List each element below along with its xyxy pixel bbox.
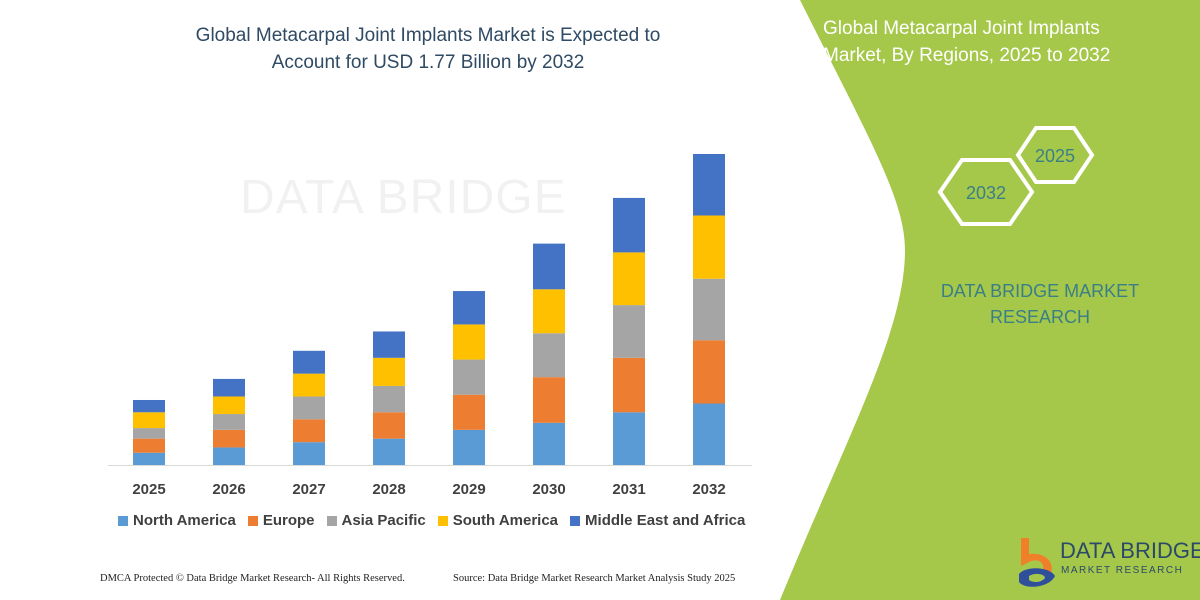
chart-title: Global Metacarpal Joint Implants Market …	[128, 22, 728, 76]
bar-segment-south-america-2029	[453, 324, 485, 360]
bar-segment-north-america-2032	[693, 403, 725, 465]
bar-segment-north-america-2028	[373, 438, 405, 465]
bar-segment-middle-east-and-africa-2028	[373, 331, 405, 358]
bar-segment-north-america-2026	[213, 447, 245, 465]
panel-title-line1: Global Metacarpal Joint Implants	[823, 18, 1100, 39]
logo-subtext: MARKET RESEARCH	[1061, 565, 1184, 576]
legend-item: North America	[118, 512, 236, 529]
brand-text: DATA BRIDGE MARKET RESEARCH	[920, 278, 1160, 330]
bar-segment-south-america-2031	[613, 252, 645, 306]
x-tick-label: 2030	[532, 481, 565, 498]
bar-segment-south-america-2032	[693, 215, 725, 279]
bar-segment-middle-east-and-africa-2029	[453, 291, 485, 325]
bar-segment-south-america-2028	[373, 357, 405, 386]
panel-title-line2: Market, By Regions, 2025 to 2032	[823, 45, 1111, 66]
brand-line1: DATA BRIDGE MARKET	[940, 281, 1140, 301]
stacked-bar-chart: 2025 2026 2027 2028 2029 2030 2031 2032	[108, 154, 752, 498]
bar-segment-europe-2028	[373, 412, 405, 439]
legend-swatch	[437, 515, 448, 526]
bar-segment-europe-2032	[693, 340, 725, 404]
x-tick-label: 2028	[372, 481, 405, 498]
hexagon-2032	[937, 158, 1035, 226]
bar-segment-north-america-2027	[293, 442, 325, 465]
legend-swatch	[118, 515, 128, 526]
x-tick-label: 2026	[212, 481, 245, 498]
legend-item: Asia Pacific	[326, 512, 426, 529]
bar-segment-north-america-2030	[533, 422, 565, 465]
bar-segment-asia-pacific-2025	[133, 428, 165, 439]
bar-segment-middle-east-and-africa-2025	[133, 399, 165, 413]
green-panel	[780, 0, 1200, 600]
company-logo: DATA BRIDGE MARKET RESEARCH	[1015, 536, 1200, 595]
bar-segment-middle-east-and-africa-2031	[613, 197, 645, 253]
legend-label: Europe	[262, 512, 315, 529]
legend-label: Middle East and Africa	[585, 512, 746, 529]
bar-segment-europe-2026	[213, 429, 245, 448]
bar-segment-asia-pacific-2028	[373, 385, 405, 413]
legend-label: Asia Pacific	[341, 512, 426, 529]
x-tick-label: 2029	[452, 481, 485, 498]
bar-segment-europe-2030	[533, 377, 565, 423]
panel-title: Global Metacarpal Joint Implants Market,…	[823, 15, 1110, 69]
hex-label-2025: 2025	[1035, 146, 1075, 166]
hex-label-2032: 2032	[966, 183, 1006, 203]
x-tick-label: 2027	[292, 481, 325, 498]
legend-item: Europe	[247, 512, 315, 529]
legend-label: South America	[452, 512, 559, 529]
legend-swatch	[247, 515, 258, 526]
bar-segment-asia-pacific-2026	[213, 414, 245, 430]
x-tick-label: 2031	[612, 481, 645, 498]
chart-title-line2: Account for USD 1.77 Billion by 2032	[271, 52, 585, 73]
legend-label: North America	[133, 512, 236, 529]
x-tick-label: 2032	[692, 481, 725, 498]
legend-swatch	[570, 515, 581, 526]
chart-legend: North America Europe Asia Pacific South Ame…	[118, 512, 745, 529]
bar-segment-middle-east-and-africa-2027	[293, 350, 325, 374]
bar-segment-middle-east-and-africa-2032	[693, 154, 725, 216]
hexagon-2025	[1015, 126, 1095, 184]
logo-text: DATA BRIDGE	[1060, 538, 1200, 563]
bar-segment-south-america-2026	[213, 396, 245, 415]
bar-segment-asia-pacific-2031	[613, 305, 645, 358]
bar-segment-north-america-2025	[133, 452, 165, 465]
bar-segment-middle-east-and-africa-2026	[213, 378, 245, 397]
bar-segment-north-america-2031	[613, 412, 645, 465]
x-tick-label: 2025	[132, 481, 165, 498]
bar-segment-south-america-2030	[533, 289, 565, 334]
logo-mark-icon	[1019, 538, 1055, 587]
bar-segment-asia-pacific-2027	[293, 396, 325, 420]
bar-segment-south-america-2027	[293, 373, 325, 397]
chart-title-line1: Global Metacarpal Joint Implants Market …	[195, 25, 661, 46]
bar-segment-europe-2027	[293, 419, 325, 443]
bar-segment-asia-pacific-2029	[453, 359, 485, 395]
footer-copyright: DMCA Protected © Data Bridge Market Rese…	[100, 573, 405, 584]
bar-segment-europe-2025	[133, 438, 165, 453]
legend-item: South America	[437, 512, 559, 529]
bar-segment-middle-east-and-africa-2030	[533, 243, 565, 290]
footer-source: Source: Data Bridge Market Research Mark…	[453, 573, 736, 584]
legend-item: Middle East and Africa	[570, 512, 745, 529]
bar-segment-south-america-2025	[133, 412, 165, 429]
bar-segment-europe-2031	[613, 357, 645, 413]
bar-segment-asia-pacific-2030	[533, 333, 565, 378]
legend-swatch	[326, 515, 337, 526]
bar-segment-asia-pacific-2032	[693, 278, 725, 341]
watermark: DATA BRIDGE	[240, 171, 567, 224]
bar-segment-europe-2029	[453, 394, 485, 430]
bar-segment-north-america-2029	[453, 429, 485, 465]
brand-line2: RESEARCH	[989, 307, 1091, 327]
